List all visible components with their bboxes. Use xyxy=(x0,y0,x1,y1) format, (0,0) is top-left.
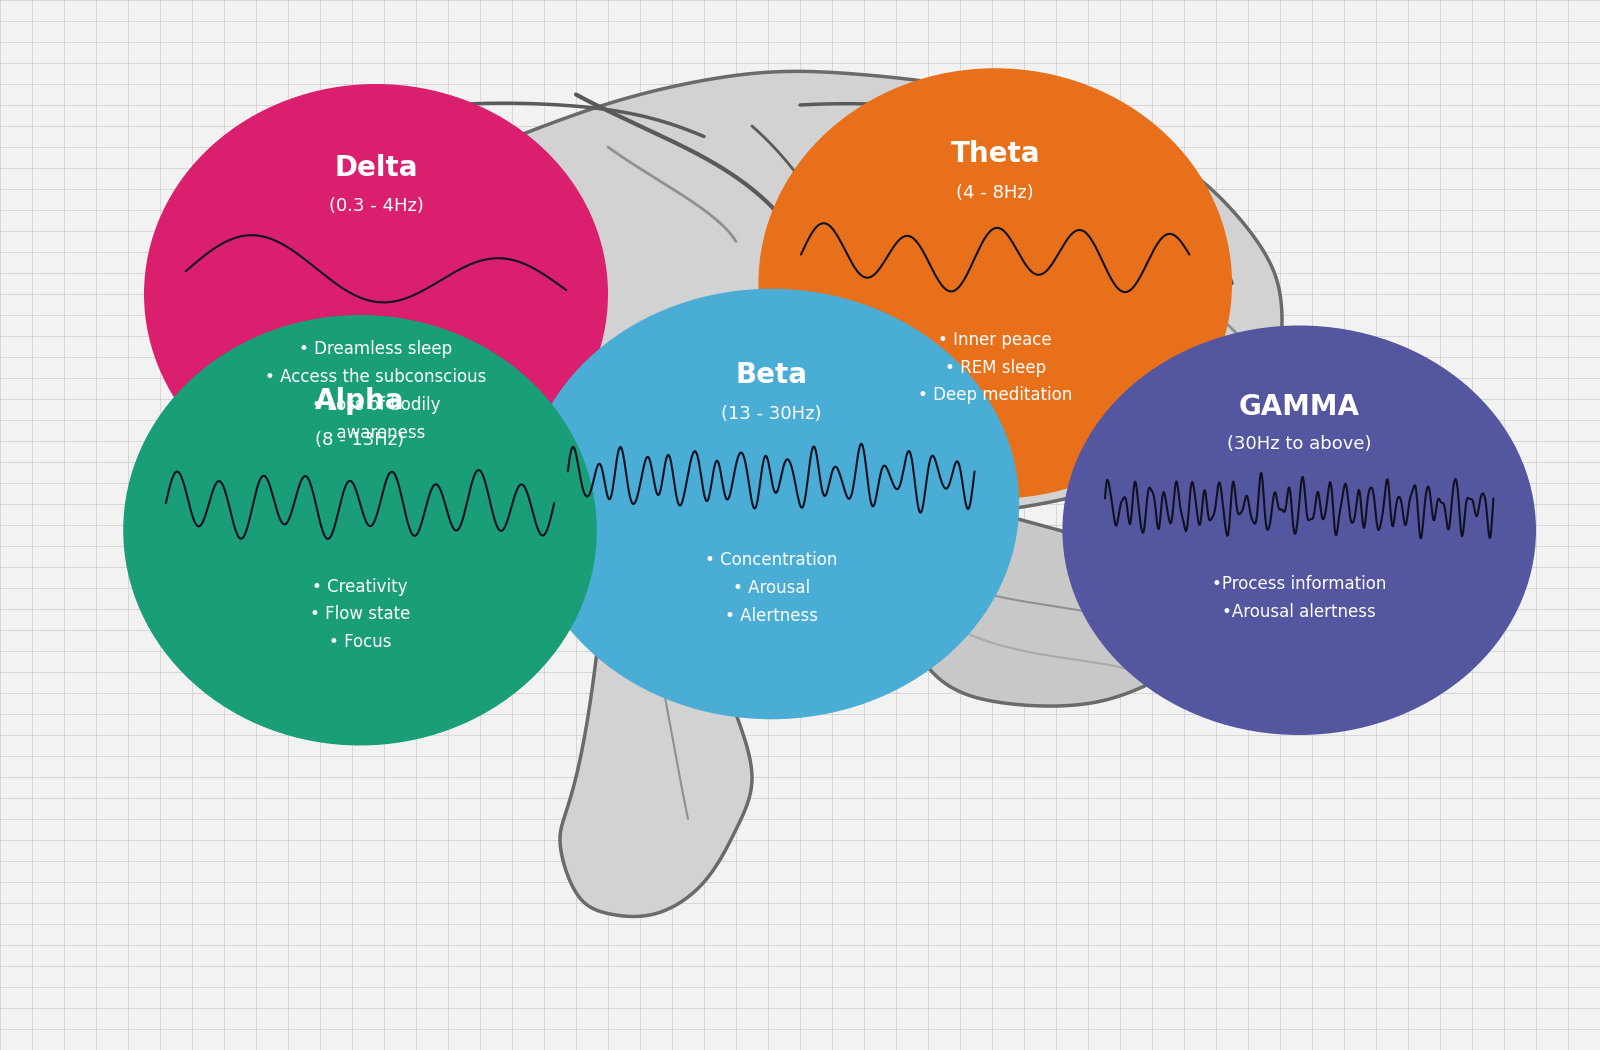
Text: GAMMA: GAMMA xyxy=(1238,394,1360,421)
Polygon shape xyxy=(912,504,1216,706)
Text: (13 - 30Hz): (13 - 30Hz) xyxy=(722,404,821,422)
Ellipse shape xyxy=(123,315,597,746)
Ellipse shape xyxy=(523,289,1019,719)
Ellipse shape xyxy=(758,68,1232,499)
Text: •Process information
•Arousal alertness: •Process information •Arousal alertness xyxy=(1213,575,1386,622)
Text: (30Hz to above): (30Hz to above) xyxy=(1227,436,1371,454)
Text: (0.3 - 4Hz): (0.3 - 4Hz) xyxy=(328,196,424,215)
Text: Beta: Beta xyxy=(734,361,806,388)
Text: (4 - 8Hz): (4 - 8Hz) xyxy=(957,184,1034,202)
Text: Alpha: Alpha xyxy=(315,387,405,415)
Text: Theta: Theta xyxy=(950,141,1040,168)
Text: Delta: Delta xyxy=(334,154,418,182)
Text: • Dreamless sleep
• Access the subconscious
• Loss of bodily
  awareness: • Dreamless sleep • Access the subconsci… xyxy=(266,340,486,442)
Text: • Concentration
• Arousal
• Alertness: • Concentration • Arousal • Alertness xyxy=(706,551,837,625)
Polygon shape xyxy=(560,536,752,917)
Ellipse shape xyxy=(144,84,608,504)
Polygon shape xyxy=(157,71,1282,547)
Text: (8 - 13Hz): (8 - 13Hz) xyxy=(315,430,405,448)
Text: • Creativity
• Flow state
• Focus: • Creativity • Flow state • Focus xyxy=(310,578,410,651)
Text: • Inner peace
• REM sleep
• Deep meditation: • Inner peace • REM sleep • Deep meditat… xyxy=(918,331,1072,404)
Ellipse shape xyxy=(1062,326,1536,735)
